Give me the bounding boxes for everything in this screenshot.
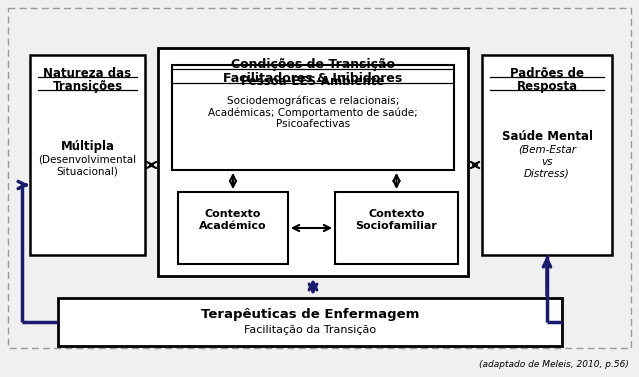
Text: Condições de Transição: Condições de Transição [231,58,395,71]
Bar [335,192,458,264]
Bar [30,55,145,255]
Bar [172,65,454,170]
Text: Facilitadores & Inibidores: Facilitadores & Inibidores [224,72,403,85]
Text: Terapêuticas de Enfermagem: Terapêuticas de Enfermagem [201,308,419,321]
Bar [58,298,562,346]
Text: Múltipla: Múltipla [61,140,114,153]
Text: Padrões de: Padrões de [510,67,584,80]
Text: Resposta: Resposta [516,80,578,93]
Bar [158,48,468,276]
Text: Contexto
Sociofamiliar: Contexto Sociofamiliar [355,209,438,231]
Text: Sociodemográficas e relacionais;
Académicas; Comportamento de saúde;
Psicoafecti: Sociodemográficas e relacionais; Académi… [208,95,418,129]
Text: Saúde Mental: Saúde Mental [502,130,592,143]
Text: (Bem-Estar
vs
Distress): (Bem-Estar vs Distress) [518,145,576,178]
Text: Contexto
Académico: Contexto Académico [199,209,267,231]
Bar [482,55,612,255]
Text: Pessoa-EES-Ambiente: Pessoa-EES-Ambiente [241,75,385,88]
Text: Transições: Transições [52,80,123,93]
Text: (Desenvolvimental
Situacional): (Desenvolvimental Situacional) [38,155,137,176]
Text: (adaptado de Meleis, 2010, p.56): (adaptado de Meleis, 2010, p.56) [479,360,629,369]
Text: Facilitação da Transição: Facilitação da Transição [244,325,376,335]
Text: Natureza das: Natureza das [43,67,132,80]
Bar [178,192,288,264]
